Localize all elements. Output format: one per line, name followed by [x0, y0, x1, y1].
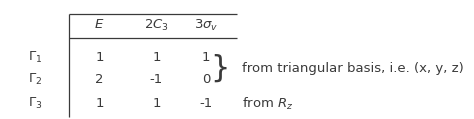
Text: -1: -1 [200, 97, 213, 110]
Text: from triangular basis, i.e. (x, y, z): from triangular basis, i.e. (x, y, z) [242, 62, 464, 75]
Text: $E$: $E$ [94, 18, 105, 32]
Text: $3\sigma_v$: $3\sigma_v$ [194, 17, 219, 32]
Text: 2: 2 [95, 73, 104, 86]
Text: $\Gamma_2$: $\Gamma_2$ [28, 72, 43, 87]
Text: 1: 1 [95, 97, 104, 110]
Text: }: } [211, 54, 230, 83]
Text: 1: 1 [202, 51, 210, 64]
Text: 0: 0 [202, 73, 210, 86]
Text: 1: 1 [152, 51, 161, 64]
Text: from $R_z$: from $R_z$ [242, 95, 293, 112]
Text: $\Gamma_1$: $\Gamma_1$ [28, 50, 43, 65]
Text: 1: 1 [152, 97, 161, 110]
Text: $\Gamma_3$: $\Gamma_3$ [28, 96, 43, 111]
Text: -1: -1 [150, 73, 163, 86]
Text: 1: 1 [95, 51, 104, 64]
Text: $2C_3$: $2C_3$ [144, 17, 169, 32]
